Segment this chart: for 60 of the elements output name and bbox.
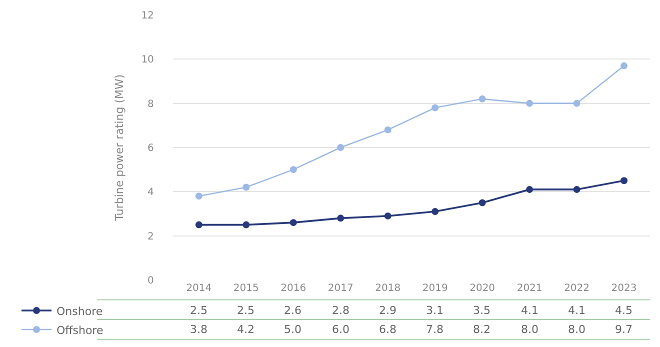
x-tick-label: 2021 bbox=[516, 283, 542, 294]
x-tick-label: 2014 bbox=[186, 283, 212, 294]
x-tick-label: 2017 bbox=[328, 283, 354, 294]
legend-label: Offshore bbox=[56, 324, 104, 337]
point bbox=[290, 166, 297, 174]
data-label: 4.1 bbox=[568, 304, 586, 317]
point bbox=[242, 184, 250, 191]
data-label: 4.5 bbox=[615, 304, 632, 317]
point bbox=[526, 100, 534, 107]
data-label: 3.8 bbox=[190, 323, 208, 336]
x-tick-label: 2020 bbox=[470, 283, 496, 294]
data-label: 9.7 bbox=[615, 323, 632, 336]
data-label: 8.0 bbox=[568, 323, 586, 336]
point bbox=[384, 212, 392, 220]
y-tick-label: 0 bbox=[148, 276, 154, 286]
data-label: 6.8 bbox=[379, 323, 396, 336]
y-tick-label: 2 bbox=[148, 231, 154, 242]
y-tick-label: 8 bbox=[148, 98, 154, 110]
point bbox=[620, 177, 628, 184]
y-tick-label: 4 bbox=[148, 187, 154, 198]
data-label: 2.5 bbox=[190, 304, 208, 317]
data-label: 2.8 bbox=[332, 304, 350, 317]
data-label: 4.2 bbox=[237, 323, 254, 336]
point bbox=[526, 186, 534, 193]
point bbox=[620, 62, 628, 70]
x-tick-label: 2016 bbox=[280, 283, 306, 294]
point bbox=[195, 192, 202, 200]
point bbox=[478, 95, 486, 102]
x-tick-label: 2019 bbox=[422, 283, 448, 294]
point bbox=[242, 221, 250, 228]
x-tick-label: 2022 bbox=[564, 283, 590, 294]
y-tick-label: 10 bbox=[141, 54, 154, 66]
point bbox=[478, 199, 486, 206]
data-label: 3.5 bbox=[473, 304, 490, 317]
data-label: 8.0 bbox=[521, 323, 538, 336]
point bbox=[573, 186, 580, 193]
point bbox=[432, 104, 439, 112]
point bbox=[337, 214, 344, 222]
data-label: 2.9 bbox=[379, 304, 396, 317]
data-label: 8.2 bbox=[473, 323, 490, 336]
data-label: 2.5 bbox=[237, 304, 254, 317]
legend-label: Onshore bbox=[56, 304, 103, 318]
y-tick-label: 6 bbox=[148, 143, 154, 154]
data-label: 6.0 bbox=[332, 323, 350, 336]
x-tick-label: 2023 bbox=[611, 283, 637, 294]
y-axis-title: Turbine power rating (MW) bbox=[112, 74, 126, 222]
point bbox=[432, 208, 439, 216]
data-label: 4.1 bbox=[521, 304, 538, 317]
x-tick-label: 2015 bbox=[233, 283, 259, 294]
point bbox=[573, 100, 580, 107]
data-label: 3.1 bbox=[426, 304, 444, 317]
y-tick-label: 12 bbox=[141, 10, 154, 22]
data-label: 2.6 bbox=[284, 304, 302, 317]
point bbox=[337, 144, 344, 151]
data-label: 5.0 bbox=[284, 323, 302, 336]
point bbox=[290, 219, 297, 226]
point bbox=[384, 126, 392, 134]
x-tick-label: 2018 bbox=[375, 283, 401, 294]
data-label: 7.8 bbox=[426, 323, 444, 336]
point bbox=[195, 221, 202, 228]
